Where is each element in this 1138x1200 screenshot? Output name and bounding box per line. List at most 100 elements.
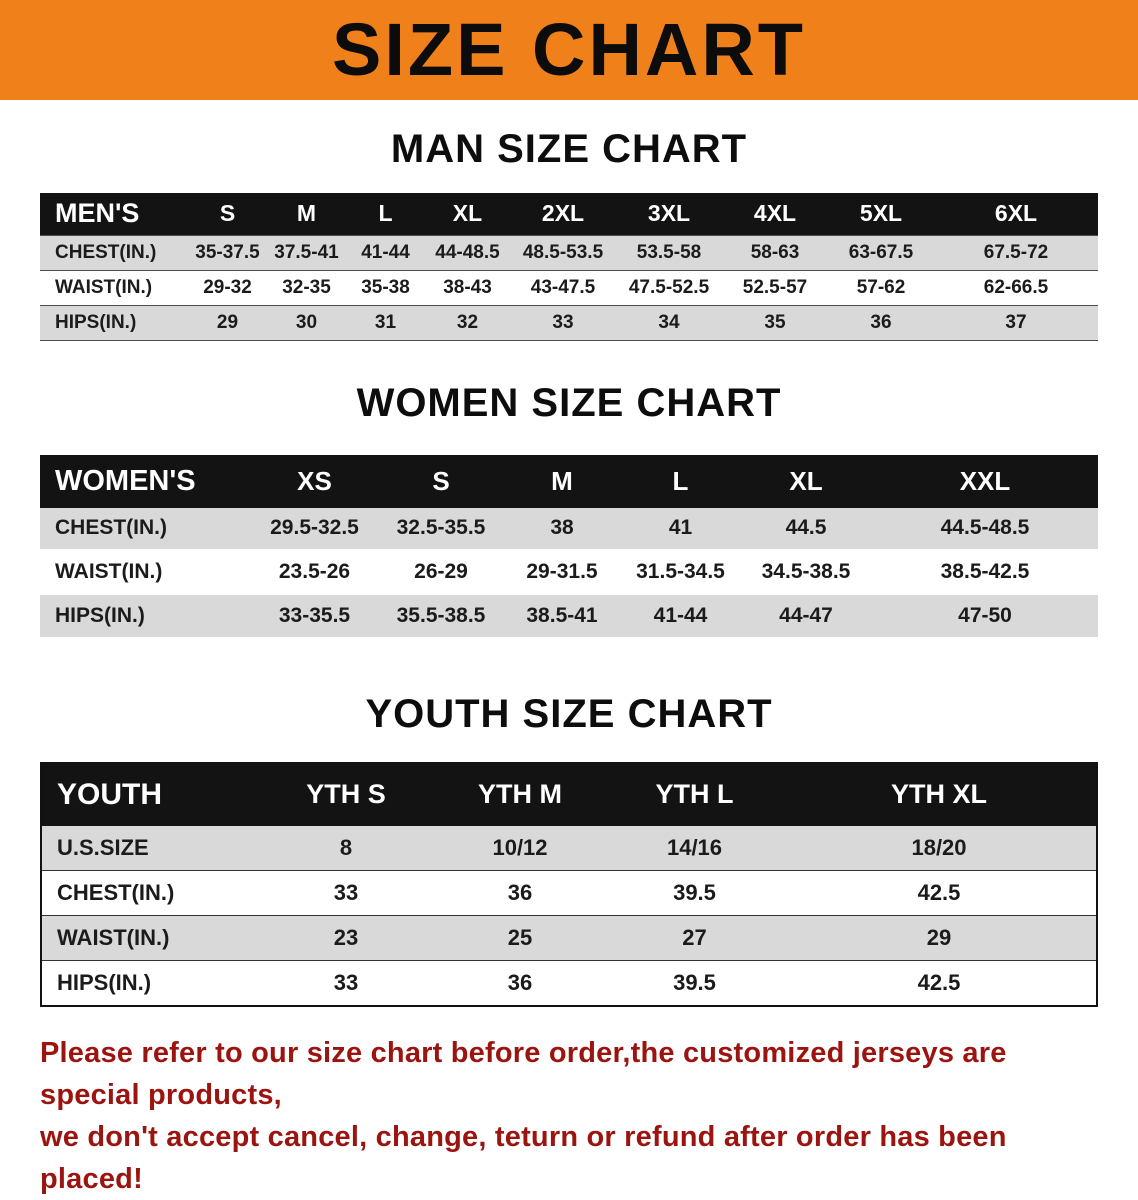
men-size-table: MEN'S S M L XL 2XL 3XL 4XL 5XL 6XL CHEST(IN.) 35-37…: [40, 193, 1098, 341]
women-value-cell: 47-50: [958, 603, 1012, 627]
footer-note-line1: Please refer to our size chart before or…: [40, 1036, 1007, 1111]
men-value-cell: 37.5-41: [267, 235, 346, 271]
youth-value-cell: 29: [782, 915, 1097, 961]
women-size-col-header: XXL: [959, 465, 1011, 496]
youth-value-cell: 42.5: [917, 969, 961, 995]
men-value-cell: 29: [188, 305, 267, 341]
banner: SIZE CHART: [0, 0, 1138, 100]
men-size-col-header: 2XL: [541, 200, 585, 227]
women-value-cell: 41: [621, 507, 740, 552]
youth-row-label: U.S.SIZE: [41, 825, 259, 871]
men-size-col-header: 6XL: [994, 200, 1038, 227]
men-size-col-header: XL: [452, 200, 483, 227]
women-size-table: WOMEN'S XS S M L XL XXL CHEST(IN.) 29.5-32.5 32.5…: [40, 454, 1098, 637]
men-value-cell: 48.5-53.5: [510, 235, 616, 271]
youth-value-cell: 36: [433, 870, 607, 916]
youth-value-cell: 10/12: [433, 825, 607, 871]
women-size-col-header: XS: [297, 465, 332, 496]
men-value-cell: 32: [425, 305, 510, 341]
women-value-cell: 44.5: [740, 507, 872, 552]
men-size-col-header: 3XL: [647, 200, 691, 227]
youth-row-label: WAIST(IN.): [41, 915, 259, 961]
men-data-row: HIPS(IN.) 29 30 31 32 33 34 35 36 37: [40, 305, 1098, 341]
youth-data-row: WAIST(IN.) 23 25 27 29: [41, 915, 1097, 961]
men-header-row: MEN'S S M L XL 2XL 3XL 4XL 5XL 6XL: [40, 193, 1098, 235]
men-value-cell: 35: [722, 305, 828, 341]
youth-value-cell: 27: [607, 915, 782, 961]
men-value-cell: 41-44: [346, 235, 425, 271]
women-value-cell: 23.5-26: [250, 550, 379, 595]
man-section-heading: MAN SIZE CHART: [390, 127, 748, 171]
men-size-col-header: L: [378, 200, 393, 227]
men-size-col-header: 5XL: [859, 200, 903, 227]
men-data-row: CHEST(IN.) 35-37.5 37.5-41 41-44 44-48.5 48.5…: [40, 235, 1098, 271]
youth-size-col-header: YTH XL: [890, 779, 987, 809]
men-value-cell: 57-62: [828, 270, 934, 306]
women-value-cell: 32.5-35.5: [379, 507, 503, 552]
women-value-cell: 38.5-41: [526, 603, 598, 627]
men-value-cell: 43-47.5: [510, 270, 616, 306]
women-value-cell: 29-31.5: [503, 550, 621, 595]
men-value-cell: 31: [346, 305, 425, 341]
women-value-cell: 31.5-34.5: [621, 550, 740, 595]
men-value-cell: 32-35: [267, 270, 346, 306]
women-size-col-header: M: [551, 465, 573, 496]
men-table-section: MEN'S S M L XL 2XL 3XL 4XL 5XL 6XL CHEST(IN.) 35-37…: [0, 193, 1138, 341]
youth-value-cell: 36: [507, 969, 533, 995]
youth-row-label: HIPS(IN.): [57, 969, 152, 995]
women-data-row: WAIST(IN.) 23.5-26 26-29 29-31.5 31.5-34.5 34…: [40, 550, 1098, 595]
youth-section-heading: YOUTH SIZE CHART: [365, 691, 773, 736]
women-table-title: WOMEN'S: [55, 464, 196, 497]
youth-size-col-header: YTH M: [478, 779, 562, 809]
youth-value-cell: 33: [333, 969, 359, 995]
women-value-cell: 29.5-32.5: [250, 507, 379, 552]
men-value-cell: 35-38: [346, 270, 425, 306]
youth-size-table: YOUTH YTH S YTH M YTH L YTH XL U.S.SIZE 8 10/12…: [40, 761, 1098, 1007]
men-value-cell: 58-63: [722, 235, 828, 271]
men-value-cell: 34: [616, 305, 722, 341]
men-table-title: MEN'S: [55, 198, 140, 229]
youth-table-section: YOUTH YTH S YTH M YTH L YTH XL U.S.SIZE 8 10/12…: [0, 761, 1138, 1007]
youth-data-row: HIPS(IN.) 33 36 39.5 42.5: [41, 961, 1097, 1006]
youth-value-cell: 23: [259, 915, 433, 961]
men-row-label: WAIST(IN.): [40, 270, 188, 306]
women-value-cell: 38.5-42.5: [872, 550, 1098, 595]
women-value-cell: 34.5-38.5: [740, 550, 872, 595]
women-size-col-header: S: [432, 465, 450, 496]
youth-row-label: CHEST(IN.): [41, 870, 259, 916]
men-row-label: HIPS(IN.): [40, 305, 188, 341]
men-value-cell: 62-66.5: [934, 270, 1098, 306]
youth-header-row: YOUTH YTH S YTH M YTH L YTH XL: [41, 762, 1097, 826]
women-size-col-header: XL: [789, 465, 823, 496]
men-value-cell: 52.5-57: [722, 270, 828, 306]
men-size-col-header: 4XL: [753, 200, 797, 227]
youth-value-cell: 42.5: [782, 870, 1097, 916]
women-row-label: WAIST(IN.): [40, 550, 250, 595]
youth-value-cell: 25: [433, 915, 607, 961]
men-value-cell: 44-48.5: [425, 235, 510, 271]
women-row-label: CHEST(IN.): [40, 507, 250, 552]
women-data-row: HIPS(IN.) 33-35.5 35.5-38.5 38.5-41 41-44 44-…: [40, 593, 1098, 637]
footer-note: Please refer to our size chart before or…: [40, 1032, 1100, 1200]
youth-data-row: CHEST(IN.) 33 36 39.5 42.5: [41, 870, 1097, 916]
youth-size-col-header: YTH L: [655, 779, 734, 809]
men-value-cell: 38-43: [425, 270, 510, 306]
women-data-row: CHEST(IN.) 29.5-32.5 32.5-35.5 38 41 44.5 44.5…: [40, 507, 1098, 552]
women-value-cell: 33-35.5: [278, 603, 351, 627]
youth-value-cell: 39.5: [607, 870, 782, 916]
women-size-col-header: L: [672, 465, 689, 496]
footer-note-line2: we don't accept cancel, change, teturn o…: [40, 1120, 1007, 1195]
youth-value-cell: 39.5: [673, 969, 716, 995]
men-value-cell: 35-37.5: [188, 235, 267, 271]
men-size-col-header: M: [296, 200, 317, 227]
men-value-cell: 37: [934, 305, 1098, 341]
women-section-heading: WOMEN SIZE CHART: [356, 380, 782, 425]
youth-table-title: YOUTH: [57, 777, 162, 811]
men-value-cell: 67.5-72: [934, 235, 1098, 271]
youth-size-col-header: YTH S: [306, 779, 386, 809]
men-value-cell: 29-32: [188, 270, 267, 306]
men-row-label: CHEST(IN.): [40, 235, 188, 271]
page-title: SIZE CHART: [332, 8, 806, 91]
women-value-cell: 26-29: [379, 550, 503, 595]
